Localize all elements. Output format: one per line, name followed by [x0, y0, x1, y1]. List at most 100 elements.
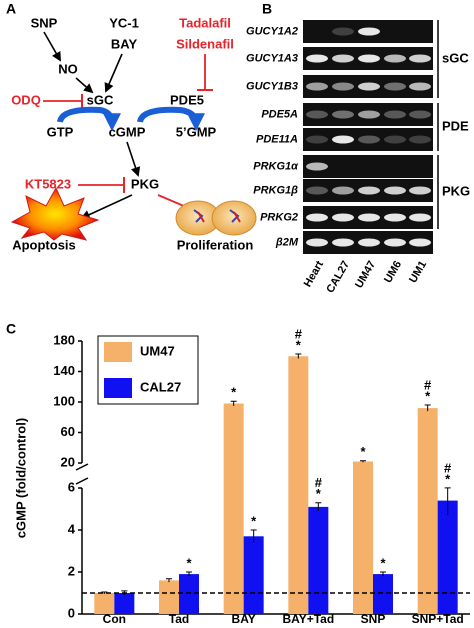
bar: [223, 403, 244, 614]
error-bar: [315, 502, 322, 512]
significance-marker: #: [444, 460, 452, 475]
gel-band: [384, 135, 406, 144]
legend-swatch: [104, 342, 132, 362]
gel-band: [358, 82, 380, 91]
bar: [288, 356, 309, 614]
lane-label: UM1: [407, 259, 429, 285]
x-tick-label: SNP: [361, 612, 386, 626]
gel-band: [332, 54, 354, 63]
gel-band: [332, 186, 354, 195]
gel-band: [358, 27, 380, 36]
significance-marker: *: [231, 385, 237, 400]
gel-band: [332, 135, 354, 144]
node: Apoptosis: [12, 237, 76, 252]
drug: KT5823: [25, 176, 71, 191]
lane-label: CAL27: [324, 259, 352, 295]
gel-row: [303, 155, 433, 178]
gel-band: [332, 27, 354, 36]
gene-label: β2M: [275, 236, 299, 248]
gel-band: [332, 110, 354, 119]
gel-band: [306, 110, 328, 119]
axis-break: [75, 463, 89, 471]
error-bar: [230, 400, 237, 406]
bar: [373, 574, 393, 614]
gel-band: [306, 82, 328, 91]
x-tick-label: SNP+Tad: [412, 612, 464, 626]
gel-band: [384, 213, 406, 222]
group-label: PDE: [442, 118, 469, 133]
error-bar: [186, 571, 192, 577]
gel-band: [306, 213, 328, 222]
y-tick-label: 4: [68, 521, 76, 536]
error-bar: [444, 487, 451, 516]
gel-row: [303, 128, 433, 151]
arrow: [80, 194, 133, 220]
gel-band: [409, 213, 431, 222]
significance-marker: *: [360, 444, 366, 459]
x-tick-label: Con: [103, 612, 126, 626]
error-bar: [424, 404, 431, 412]
node: sGC: [87, 92, 114, 107]
legend-swatch: [104, 378, 132, 398]
gel-band: [384, 82, 406, 91]
gel-band: [358, 213, 380, 222]
y-tick-label: 20: [61, 454, 75, 469]
gene-label: PRKG1α: [253, 160, 299, 172]
bar: [114, 593, 135, 614]
y-tick-label: 0: [68, 605, 75, 620]
y-tick-label: 6: [68, 479, 75, 494]
gel-band: [409, 135, 431, 144]
panel-a: A SNP YC-1 BAY Tadalafil Sildenafil NO O…: [6, 1, 257, 252]
significance-marker: *: [251, 513, 257, 528]
arrow: [43, 31, 61, 62]
apoptosis-icon: [10, 186, 100, 241]
y-tick-label: 140: [53, 363, 75, 378]
y-tick-label: 60: [61, 424, 75, 439]
drug: Tadalafil: [179, 15, 231, 30]
node: BAY: [111, 36, 138, 51]
panel-letter: A: [6, 1, 16, 17]
gene-label: PDE11A: [256, 133, 298, 145]
significance-marker: *: [445, 471, 451, 486]
gel-band: [306, 238, 328, 247]
gel-band: [384, 238, 406, 247]
flow-arrow: [57, 106, 121, 132]
gel-band: [409, 110, 431, 119]
bar: [94, 593, 115, 614]
bar: [179, 574, 199, 614]
significance-marker: *: [425, 388, 431, 403]
arrow: [104, 53, 123, 93]
gel-band: [409, 238, 431, 247]
cell-icon: [175, 200, 257, 236]
gene-label: GUCY1A2: [246, 25, 298, 37]
y-tick-label: 100: [53, 393, 75, 408]
gene-label: PRKG2: [260, 211, 298, 223]
y-tick-label: 180: [53, 332, 75, 347]
gel-band: [358, 238, 380, 247]
gel-band: [409, 82, 431, 91]
bar: [437, 500, 458, 614]
lane-label: UM6: [382, 259, 404, 285]
x-tick-label: BAY+Tad: [282, 612, 334, 626]
node: cGMP: [109, 124, 146, 139]
error-bar: [360, 460, 366, 463]
gel-band: [409, 54, 431, 63]
gel-band: [332, 213, 354, 222]
gene-label: GUCY1B3: [246, 80, 298, 92]
panel-c: C cGMP (fold/control) 0 2 4 6 20 60 100 140 180 C…: [6, 321, 470, 626]
node: SNP: [31, 15, 58, 30]
y-axis-label: cGMP (fold/control): [13, 418, 28, 538]
lane-label: UM47: [353, 259, 378, 290]
legend-label: UM47: [140, 343, 175, 358]
gel-band: [306, 186, 328, 195]
error-bar: [380, 571, 386, 577]
bar: [159, 580, 179, 614]
x-tick-label: Tad: [169, 612, 189, 626]
gel-band: [384, 110, 406, 119]
gel-band: [306, 135, 328, 144]
significance-marker: #: [295, 326, 303, 341]
significance-marker: *: [380, 555, 386, 570]
arrow: [126, 141, 141, 177]
significance-marker: *: [296, 337, 302, 352]
x-tick-label: BAY: [232, 612, 256, 626]
